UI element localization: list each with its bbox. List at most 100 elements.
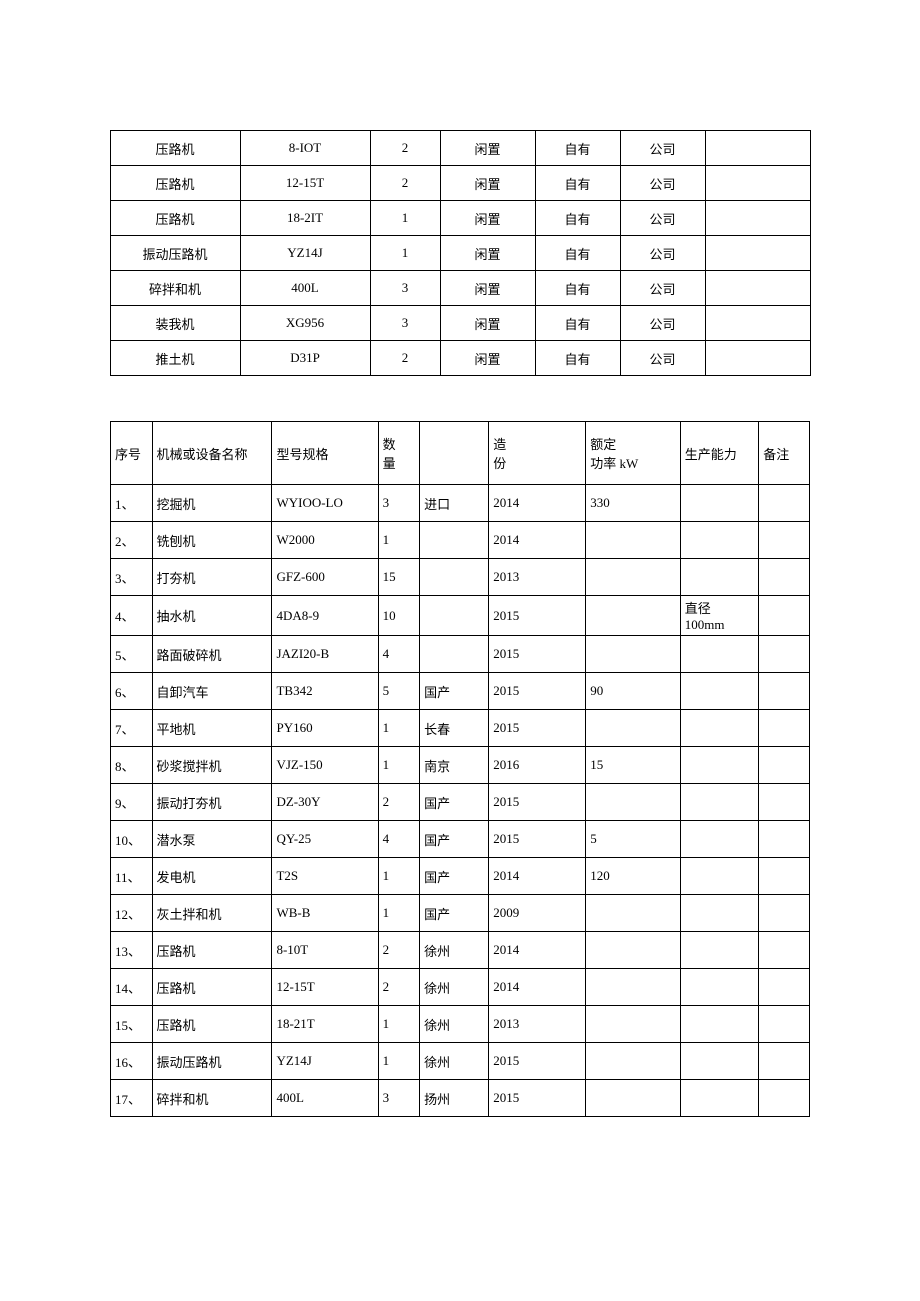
- table-cell: XG956: [240, 306, 370, 341]
- table-cell: 挖掘机: [152, 485, 272, 522]
- table-cell: 2009: [489, 895, 586, 932]
- table-cell: [586, 784, 681, 821]
- table-cell: 闲置: [440, 201, 535, 236]
- table-cell: 推土机: [110, 341, 240, 376]
- table-cell: 1: [378, 1006, 420, 1043]
- table-cell: 1: [378, 747, 420, 784]
- table-cell: [680, 485, 758, 522]
- table-row: 5、路面破碎机JAZI20-B42015: [111, 636, 810, 673]
- table-cell: 2014: [489, 485, 586, 522]
- table-cell: [586, 1043, 681, 1080]
- table-cell: [759, 895, 810, 932]
- table-row: 压路机18-2IT1闲置自有公司: [110, 201, 810, 236]
- table2-header-row: 序号 机械或设备名称 型号规格 数 量 造 份 额定 功率 kW 生产能力 备注: [111, 422, 810, 485]
- table-cell: DZ-30Y: [272, 784, 378, 821]
- table-cell: 闲置: [440, 166, 535, 201]
- table-cell: [586, 969, 681, 1006]
- table-cell: 1: [370, 236, 440, 271]
- table-cell: [705, 236, 810, 271]
- table-cell: TB342: [272, 673, 378, 710]
- table-cell: 18-21T: [272, 1006, 378, 1043]
- table-cell: 自有: [535, 306, 620, 341]
- table-cell: 10: [378, 596, 420, 636]
- table-cell: 公司: [620, 201, 705, 236]
- equipment-detail-table: 序号 机械或设备名称 型号规格 数 量 造 份 额定 功率 kW 生产能力 备注…: [110, 421, 810, 1117]
- table-cell: 扬州: [420, 1080, 489, 1117]
- table-cell: 14、: [111, 969, 153, 1006]
- table-cell: 1、: [111, 485, 153, 522]
- table-cell: [420, 596, 489, 636]
- equipment-summary-table: 压路机8-IOT2闲置自有公司压路机12-15T2闲置自有公司压路机18-2IT…: [110, 130, 811, 376]
- table-cell: 2: [370, 341, 440, 376]
- table-cell: 压路机: [152, 969, 272, 1006]
- table-cell: [680, 1043, 758, 1080]
- table-row: 17、碎拌和机400L3扬州2015: [111, 1080, 810, 1117]
- table-cell: YZ14J: [240, 236, 370, 271]
- table-cell: 7、: [111, 710, 153, 747]
- table-cell: 5: [586, 821, 681, 858]
- table-cell: 2、: [111, 522, 153, 559]
- table-cell: 2: [370, 166, 440, 201]
- table-cell: 2015: [489, 710, 586, 747]
- table-cell: [705, 306, 810, 341]
- table-cell: 闲置: [440, 131, 535, 166]
- table-row: 装我机XG9563闲置自有公司: [110, 306, 810, 341]
- table-row: 推土机D31P2闲置自有公司: [110, 341, 810, 376]
- table-cell: 2: [370, 131, 440, 166]
- table-row: 压路机12-15T2闲置自有公司: [110, 166, 810, 201]
- table-cell: [705, 201, 810, 236]
- table-cell: 2015: [489, 636, 586, 673]
- table-cell: 自卸汽车: [152, 673, 272, 710]
- table-cell: 发电机: [152, 858, 272, 895]
- table-cell: 徐州: [420, 969, 489, 1006]
- table-cell: 3、: [111, 559, 153, 596]
- table-cell: 压路机: [110, 131, 240, 166]
- table-cell: 自有: [535, 271, 620, 306]
- table-cell: [586, 710, 681, 747]
- table-cell: 打夯机: [152, 559, 272, 596]
- table-cell: 装我机: [110, 306, 240, 341]
- table-cell: 公司: [620, 131, 705, 166]
- col-model: 型号规格: [272, 422, 378, 485]
- table-cell: 1: [378, 895, 420, 932]
- table-cell: 砂浆搅拌机: [152, 747, 272, 784]
- table-cell: 2: [378, 784, 420, 821]
- table-cell: 南京: [420, 747, 489, 784]
- table-cell: 公司: [620, 236, 705, 271]
- table-cell: 2015: [489, 821, 586, 858]
- table-row: 9、振动打夯机DZ-30Y2国产2015: [111, 784, 810, 821]
- table-cell: T2S: [272, 858, 378, 895]
- table-cell: [680, 821, 758, 858]
- table-cell: 10、: [111, 821, 153, 858]
- table-cell: 3: [378, 485, 420, 522]
- table-cell: 振动压路机: [110, 236, 240, 271]
- table-cell: 2016: [489, 747, 586, 784]
- table-cell: [680, 784, 758, 821]
- table-cell: 1: [378, 522, 420, 559]
- table-cell: 路面破碎机: [152, 636, 272, 673]
- table-cell: 4: [378, 821, 420, 858]
- table-cell: 公司: [620, 271, 705, 306]
- table-cell: 国产: [420, 858, 489, 895]
- table-row: 13、压路机8-10T2徐州2014: [111, 932, 810, 969]
- table-cell: [680, 895, 758, 932]
- table-row: 14、压路机12-15T2徐州2014: [111, 969, 810, 1006]
- table-cell: 闲置: [440, 271, 535, 306]
- table-cell: 1: [378, 710, 420, 747]
- table-cell: 进口: [420, 485, 489, 522]
- table-cell: 8、: [111, 747, 153, 784]
- table-cell: 11、: [111, 858, 153, 895]
- col-remark: 备注: [759, 422, 810, 485]
- table-cell: [759, 747, 810, 784]
- table-cell: 国产: [420, 784, 489, 821]
- table-cell: 铣刨机: [152, 522, 272, 559]
- table-cell: 330: [586, 485, 681, 522]
- table-row: 10、潜水泵QY-254国产20155: [111, 821, 810, 858]
- table-cell: 自有: [535, 236, 620, 271]
- table-cell: [420, 522, 489, 559]
- table-cell: [759, 1080, 810, 1117]
- col-year: 造 份: [489, 422, 586, 485]
- table-cell: 压路机: [152, 932, 272, 969]
- table-cell: 徐州: [420, 932, 489, 969]
- table-row: 振动压路机YZ14J1闲置自有公司: [110, 236, 810, 271]
